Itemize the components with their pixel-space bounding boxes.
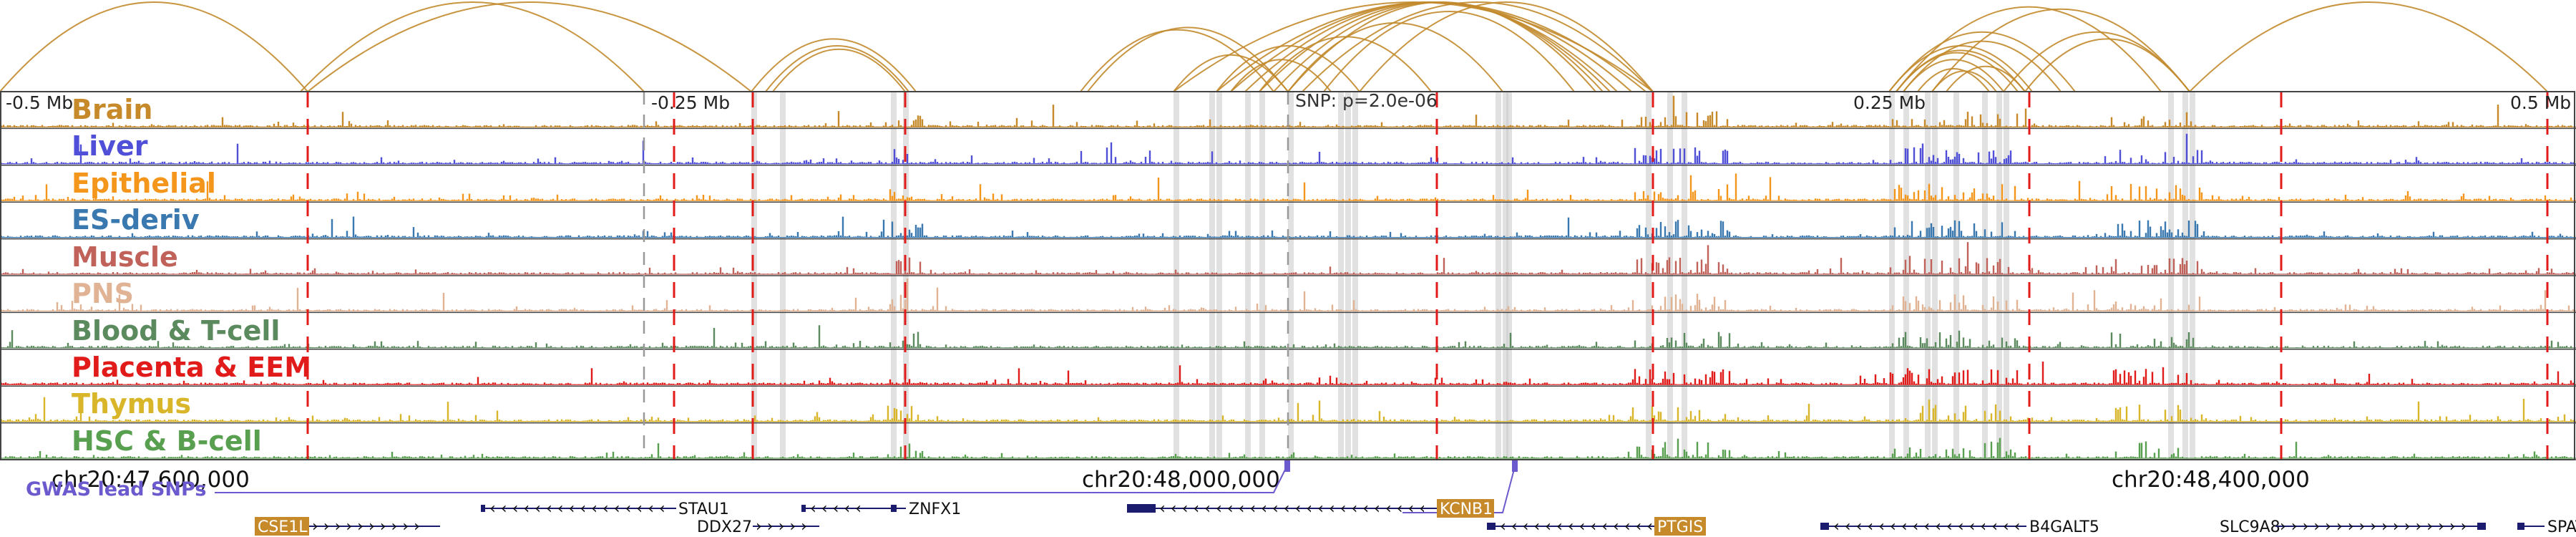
gene-exon-stau1 bbox=[481, 505, 485, 512]
gwas-snp-marker bbox=[1284, 460, 1290, 472]
interaction-arc bbox=[1896, 6, 2162, 92]
signal-peaks bbox=[4, 437, 2572, 458]
interaction-arc bbox=[1259, 1, 1611, 92]
gene-strand-stau1: ‹ ‹ ‹ ‹ ‹ ‹ ‹ ‹ ‹ ‹ ‹ ‹ ‹ ‹ ‹ ‹ bbox=[489, 500, 665, 518]
track-label-muscle: Muscle bbox=[72, 241, 178, 273]
track-label-brain: Brain bbox=[72, 94, 152, 125]
track-label-thymus: Thymus bbox=[72, 388, 191, 420]
track-labels: Brain Liver Epithelial ES-deriv Muscle P… bbox=[72, 94, 311, 457]
scale-label-left-mid: -0.25 Mb bbox=[651, 92, 730, 113]
interaction-arc bbox=[1087, 26, 1289, 92]
gwas-track-label: GWAS lead SNPs bbox=[26, 478, 206, 500]
gene-label-box-cse1l bbox=[255, 517, 309, 536]
gene-exon-b4galt5 bbox=[1820, 523, 1829, 530]
gene-strand-cse1l: › › › › › › › › › › bbox=[312, 518, 420, 536]
interaction-arc bbox=[1903, 59, 2004, 92]
signal-track bbox=[0, 279, 2576, 314]
interaction-arc bbox=[751, 38, 917, 92]
gwas-connector-line bbox=[215, 463, 1289, 493]
interaction-arc bbox=[765, 45, 909, 92]
gene-strand-znfx1: ‹ ‹ ‹ ‹ ‹ bbox=[810, 500, 862, 518]
track-label-placenta-eem: Placenta & EEM bbox=[72, 352, 311, 383]
gene-label-ddx27: DDX27 bbox=[697, 518, 752, 536]
interaction-arc bbox=[1080, 29, 1274, 92]
gene-strand-ddx27: › › › › › bbox=[756, 518, 807, 536]
interaction-arc bbox=[772, 49, 906, 92]
gene-exon-spata2 bbox=[2517, 523, 2524, 530]
tracks-frame bbox=[0, 91, 2575, 460]
signal-tracks bbox=[0, 95, 2576, 460]
gene-exon-slc9a8 bbox=[2477, 523, 2486, 530]
gwas-connector-line bbox=[1402, 463, 1516, 513]
track-label-es-deriv: ES-deriv bbox=[72, 204, 200, 236]
gene-label-kcnb1: KCNB1 bbox=[1440, 500, 1493, 518]
interaction-arc bbox=[1287, 22, 1503, 92]
gwas-lead-snps: GWAS lead SNPs bbox=[26, 460, 1518, 513]
gene-label-znfx1: ZNFX1 bbox=[909, 500, 961, 518]
scale-label-left: -0.5 Mb bbox=[6, 92, 73, 113]
gene-exon-znfx1 bbox=[891, 505, 897, 512]
gene-strand-b4galt5: ‹ ‹ ‹ ‹ ‹ ‹ ‹ ‹ ‹ ‹ ‹ ‹ ‹ ‹ ‹ ‹ ‹ bbox=[1833, 518, 2020, 536]
gene-strand-kcnb1: ‹ ‹ ‹ ‹ ‹ ‹ ‹ ‹ ‹ ‹ ‹ ‹ ‹ ‹ ‹ ‹ ‹ ‹ ‹ ‹ … bbox=[1159, 500, 1425, 518]
interaction-arc bbox=[1917, 68, 1990, 92]
interaction-arc bbox=[0, 1, 308, 92]
interaction-arc bbox=[1287, 1, 1596, 92]
gene-exon-ptgis bbox=[1487, 523, 1496, 530]
gene-label-slc9a8: SLC9A8 bbox=[2220, 518, 2280, 536]
interaction-arc bbox=[1259, 36, 1432, 92]
gene-label-box-ptgis bbox=[1654, 517, 1706, 536]
gene-strand-slc9a8: › › › › › › › › › › › › › › › › › bbox=[2280, 518, 2467, 536]
gene-label-b4galt5: B4GALT5 bbox=[2029, 518, 2099, 536]
gene-strand-ptgis: ‹ ‹ ‹ ‹ ‹ ‹ ‹ ‹ ‹ ‹ ‹ ‹ ‹ ‹ bbox=[1500, 518, 1653, 536]
gene-label-ptgis: PTGIS bbox=[1657, 518, 1703, 536]
scale-label-right: 0.5 Mb bbox=[2510, 92, 2571, 113]
chromatin-interaction-arcs bbox=[0, 1, 2548, 92]
track-label-pns: PNS bbox=[72, 278, 134, 309]
interaction-arc bbox=[1230, 1, 1632, 92]
coordinate-label: chr20:48,000,000 bbox=[1082, 467, 1280, 493]
interaction-arc bbox=[1273, 1, 1604, 92]
signal-track bbox=[0, 173, 2576, 203]
gene-label-stau1: STAU1 bbox=[678, 500, 729, 518]
gene-annotation-track: CSE1L › › › › › › › › › › ‹ ‹ ‹ ‹ ‹ ‹ ‹ … bbox=[255, 499, 2576, 536]
interaction-arc bbox=[1302, 1, 1654, 92]
interaction-arc bbox=[2003, 31, 2190, 92]
interaction-arc bbox=[1903, 40, 2062, 92]
gene-label-box-kcnb1 bbox=[1437, 499, 1494, 518]
track-label-blood-t-cell: Blood & T-cell bbox=[72, 315, 280, 347]
interaction-arc bbox=[300, 1, 645, 92]
track-label-epithelial: Epithelial bbox=[72, 168, 216, 199]
interaction-arc bbox=[1323, 11, 1575, 92]
interaction-arc bbox=[307, 1, 752, 92]
interaction-arc bbox=[1896, 49, 2026, 92]
gwas-snp-marker bbox=[1512, 460, 1518, 472]
track-label-liver: Liver bbox=[72, 130, 148, 162]
gene-label-cse1l: CSE1L bbox=[258, 518, 308, 536]
interaction-arc bbox=[1359, 1, 1654, 92]
track-label-hsc-b-cell: HSC & B-cell bbox=[72, 425, 262, 457]
coordinate-label: chr20:47,600,000 bbox=[52, 467, 250, 493]
interaction-arc bbox=[1931, 9, 2190, 92]
interaction-arc bbox=[1946, 66, 2026, 92]
interaction-arc bbox=[1230, 59, 1332, 92]
scale-label-right-mid: 0.25 Mb bbox=[1853, 92, 1926, 113]
coordinate-axis: chr20:47,600,000 chr20:48,000,000 chr20:… bbox=[52, 467, 2310, 493]
gene-exon-kcnb1 bbox=[1127, 504, 1156, 513]
coordinate-label: chr20:48,400,000 bbox=[2112, 467, 2310, 493]
red-marker-lines bbox=[306, 92, 2549, 460]
gene-exon-znfx1 bbox=[801, 505, 806, 512]
gene-label-spata2: SPATA2 bbox=[2547, 518, 2576, 536]
interaction-arc bbox=[2189, 1, 2548, 92]
snp-pvalue-label: SNP: p=2.0e-06 bbox=[1295, 90, 1438, 111]
interaction-arc bbox=[1173, 54, 1289, 92]
